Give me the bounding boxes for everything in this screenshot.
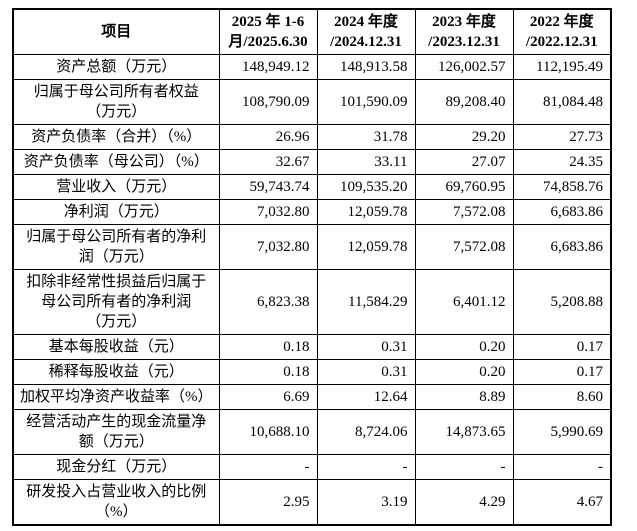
value-cell: 7,572.08 <box>414 224 514 270</box>
value-cell: 2.95 <box>218 479 318 526</box>
row-label-diluted-eps: 稀释每股收益（元） <box>12 359 220 385</box>
value-cell: 6,401.12 <box>414 269 514 335</box>
value-cell: 33.11 <box>316 149 416 175</box>
value-cell: - <box>512 454 612 480</box>
value-cell: 108,790.09 <box>218 79 318 125</box>
value-cell: 101,590.09 <box>316 79 416 125</box>
row-label-net-profit-parent: 归属于母公司所有者的净利 润（万元） <box>12 224 220 270</box>
row-label-debt-ratio-consolidated: 资产负债率（合并）（%） <box>12 124 220 150</box>
value-cell: 89,208.40 <box>414 79 514 125</box>
row-label-operating-revenue: 营业收入（万元） <box>12 174 220 200</box>
header-cell-item: 项目 <box>12 8 220 55</box>
table-row: 经营活动产生的现金流量净 额（万元） 10,688.10 8,724.06 14… <box>12 409 612 455</box>
value-cell: 7,032.80 <box>218 199 318 225</box>
value-cell: 7,572.08 <box>414 199 514 225</box>
table-row: 资产总额（万元） 148,949.12 148,913.58 126,002.5… <box>12 54 612 80</box>
header-cell-2024: 2024 年度 /2024.12.31 <box>316 8 416 55</box>
table-row: 营业收入（万元） 59,743.74 109,535.20 69,760.95 … <box>12 174 612 200</box>
value-cell: 29.20 <box>414 124 514 150</box>
row-label-net-profit: 净利润（万元） <box>12 199 220 225</box>
value-cell: 10,688.10 <box>218 409 318 455</box>
row-label-total-assets: 资产总额（万元） <box>12 54 220 80</box>
value-cell: 59,743.74 <box>218 174 318 200</box>
value-cell: 32.67 <box>218 149 318 175</box>
value-cell: 6,683.86 <box>512 199 612 225</box>
value-cell: 6.69 <box>218 384 318 410</box>
value-cell: 27.73 <box>512 124 612 150</box>
header-cell-2022: 2022 年度 /2022.12.31 <box>512 8 612 55</box>
row-label-rd-ratio: 研发投入占营业收入的比例 （%） <box>12 479 220 526</box>
financial-summary-table: 项目 2025 年 1-6 月/2025.6.30 2024 年度 /2024.… <box>12 8 612 526</box>
table-row: 研发投入占营业收入的比例 （%） 2.95 3.19 4.29 4.67 <box>12 479 612 526</box>
row-label-parent-equity: 归属于母公司所有者权益 （万元） <box>12 79 220 125</box>
value-cell: 0.18 <box>218 359 318 385</box>
value-cell: 8.89 <box>414 384 514 410</box>
table-row: 基本每股收益（元） 0.18 0.31 0.20 0.17 <box>12 334 612 360</box>
value-cell: 81,084.48 <box>512 79 612 125</box>
row-label-weighted-avg-roe: 加权平均净资产收益率（%） <box>12 384 220 410</box>
value-cell: 12,059.78 <box>316 224 416 270</box>
value-cell: 0.17 <box>512 334 612 360</box>
header-cell-2025h1: 2025 年 1-6 月/2025.6.30 <box>218 8 318 55</box>
value-cell: 0.18 <box>218 334 318 360</box>
table-row: 现金分红（万元） - - - - <box>12 454 612 480</box>
value-cell: 8,724.06 <box>316 409 416 455</box>
value-cell: 148,949.12 <box>218 54 318 80</box>
value-cell: 112,195.49 <box>512 54 612 80</box>
value-cell: 0.20 <box>414 359 514 385</box>
value-cell: 0.31 <box>316 359 416 385</box>
value-cell: 14,873.65 <box>414 409 514 455</box>
value-cell: 6,823.38 <box>218 269 318 335</box>
value-cell: 12.64 <box>316 384 416 410</box>
row-label-net-profit-excl-nonrecurring: 扣除非经常性损益后归属于 母公司所有者的净利润 （万元） <box>12 269 220 335</box>
table-row: 扣除非经常性损益后归属于 母公司所有者的净利润 （万元） 6,823.38 11… <box>12 269 612 335</box>
value-cell: 0.20 <box>414 334 514 360</box>
value-cell: 12,059.78 <box>316 199 416 225</box>
table-row: 资产负债率（合并）（%） 26.96 31.78 29.20 27.73 <box>12 124 612 150</box>
value-cell: 7,032.80 <box>218 224 318 270</box>
value-cell: 11,584.29 <box>316 269 416 335</box>
table-row: 稀释每股收益（元） 0.18 0.31 0.20 0.17 <box>12 359 612 385</box>
value-cell: 5,990.69 <box>512 409 612 455</box>
table-row: 净利润（万元） 7,032.80 12,059.78 7,572.08 6,68… <box>12 199 612 225</box>
table-row: 归属于母公司所有者权益 （万元） 108,790.09 101,590.09 8… <box>12 79 612 125</box>
value-cell: 3.19 <box>316 479 416 526</box>
table-row: 资产负债率（母公司）（%） 32.67 33.11 27.07 24.35 <box>12 149 612 175</box>
value-cell: 27.07 <box>414 149 514 175</box>
row-label-operating-cash-flow: 经营活动产生的现金流量净 额（万元） <box>12 409 220 455</box>
value-cell: 0.31 <box>316 334 416 360</box>
value-cell: 0.17 <box>512 359 612 385</box>
value-cell: 69,760.95 <box>414 174 514 200</box>
value-cell: 24.35 <box>512 149 612 175</box>
table-row: 归属于母公司所有者的净利 润（万元） 7,032.80 12,059.78 7,… <box>12 224 612 270</box>
value-cell: - <box>218 454 318 480</box>
row-label-cash-dividend: 现金分红（万元） <box>12 454 220 480</box>
table-row: 加权平均净资产收益率（%） 6.69 12.64 8.89 8.60 <box>12 384 612 410</box>
value-cell: 6,683.86 <box>512 224 612 270</box>
row-label-basic-eps: 基本每股收益（元） <box>12 334 220 360</box>
table-header-row: 项目 2025 年 1-6 月/2025.6.30 2024 年度 /2024.… <box>12 8 612 55</box>
row-label-debt-ratio-parent: 资产负债率（母公司）（%） <box>12 149 220 175</box>
value-cell: 126,002.57 <box>414 54 514 80</box>
value-cell: 5,208.88 <box>512 269 612 335</box>
value-cell: 4.29 <box>414 479 514 526</box>
value-cell: 8.60 <box>512 384 612 410</box>
header-cell-2023: 2023 年度 /2023.12.31 <box>414 8 514 55</box>
value-cell: 4.67 <box>512 479 612 526</box>
value-cell: 109,535.20 <box>316 174 416 200</box>
value-cell: 26.96 <box>218 124 318 150</box>
value-cell: 74,858.76 <box>512 174 612 200</box>
value-cell: - <box>316 454 416 480</box>
value-cell: 148,913.58 <box>316 54 416 80</box>
value-cell: - <box>414 454 514 480</box>
value-cell: 31.78 <box>316 124 416 150</box>
